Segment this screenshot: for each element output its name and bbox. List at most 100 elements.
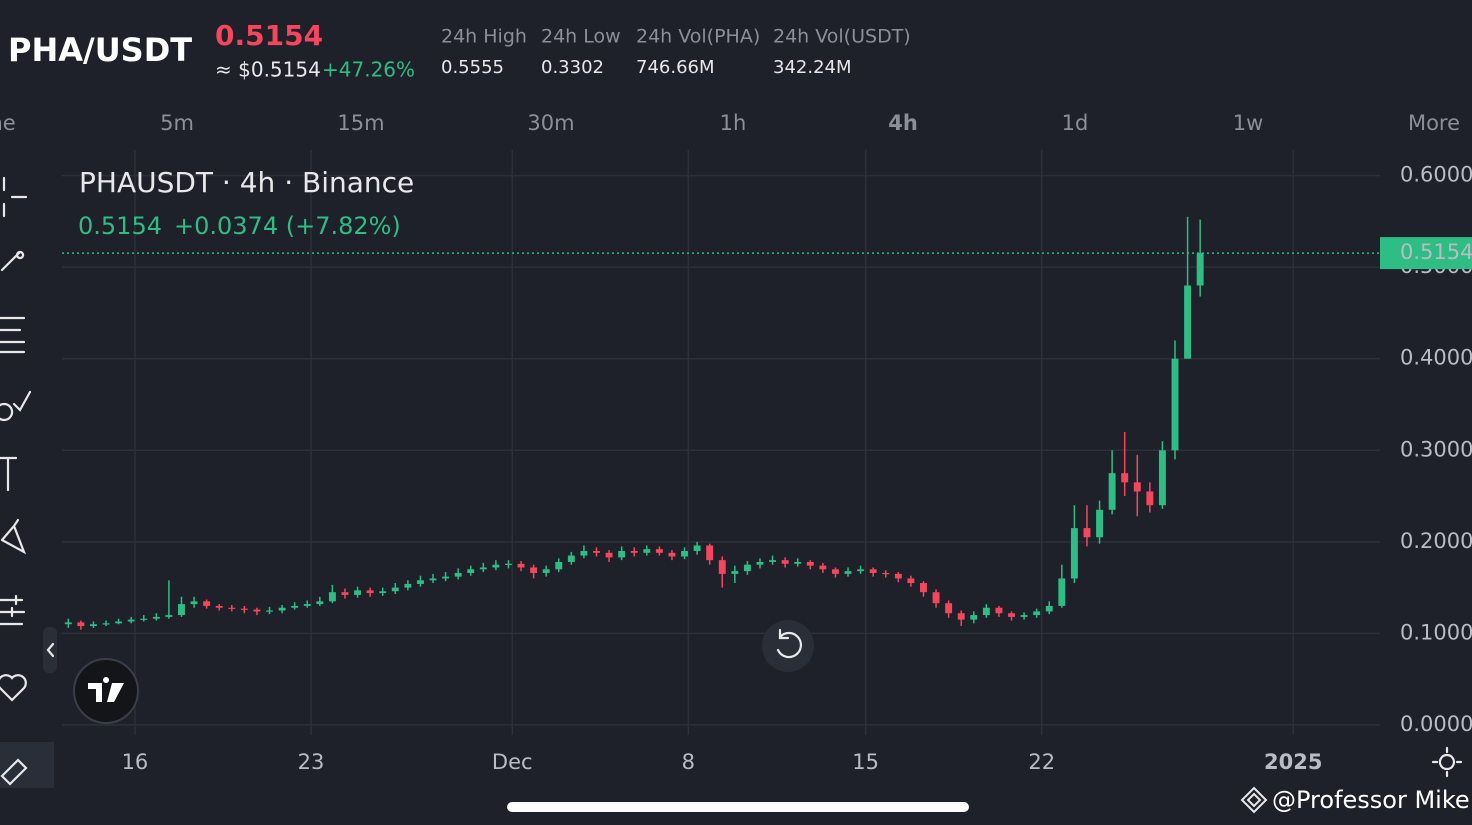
- candle-body: [442, 576, 450, 579]
- candle-body: [819, 565, 827, 570]
- stat-label: 24h Vol(PHA): [636, 26, 760, 48]
- brush-icon[interactable]: [0, 390, 32, 422]
- y-tick-label: 0.0000: [1400, 712, 1472, 736]
- candle-body: [303, 604, 311, 606]
- candle-body: [152, 616, 160, 619]
- candle-body: [1058, 578, 1066, 606]
- tv-logo[interactable]: [73, 658, 139, 724]
- toolbar: [0, 176, 57, 788]
- candle-body: [266, 610, 273, 612]
- candle-body: [869, 569, 877, 573]
- candle-body: [467, 569, 475, 573]
- candle-body: [1108, 473, 1116, 510]
- candle-body: [492, 564, 500, 568]
- candle-body: [643, 549, 651, 553]
- candle-body: [429, 578, 437, 581]
- candle-body: [1196, 253, 1204, 286]
- candle-body: [1070, 528, 1078, 579]
- candle-body: [517, 563, 525, 568]
- candle-body: [127, 619, 135, 622]
- stat-label: 24h High: [441, 26, 527, 48]
- candle-body: [1146, 491, 1154, 506]
- home-indicator: [507, 802, 969, 812]
- collapse-arrow: [46, 642, 55, 658]
- change: +47.26%: [322, 58, 415, 82]
- candle-body: [530, 567, 538, 573]
- candle-body: [228, 607, 236, 609]
- candle-body: [366, 590, 374, 594]
- measure-icon[interactable]: [0, 594, 26, 626]
- x-tick-label: Dec: [492, 750, 533, 774]
- interval-tab[interactable]: 5m: [160, 111, 194, 135]
- watermark-logo: [1240, 786, 1268, 814]
- candle-body: [555, 561, 563, 570]
- candle-body: [1083, 528, 1091, 538]
- reset-button[interactable]: [762, 620, 814, 672]
- collapse-handle[interactable]: [43, 627, 57, 673]
- candle-body: [806, 561, 814, 566]
- stat-value: 0.5555: [441, 57, 504, 78]
- candle-body: [479, 567, 487, 570]
- interval-tab[interactable]: 15m: [337, 111, 384, 135]
- candle-body: [178, 604, 185, 616]
- settings-icon[interactable]: [1431, 746, 1463, 778]
- interval-tab[interactable]: 1w: [1233, 111, 1264, 135]
- candle-body: [115, 621, 123, 624]
- candle-body: [618, 550, 626, 558]
- text-icon[interactable]: [0, 456, 18, 492]
- candle-body: [278, 607, 286, 611]
- x-tick-label: 22: [1028, 750, 1055, 774]
- candle-body: [240, 608, 248, 610]
- stat-label: 24h Vol(USDT): [773, 26, 911, 48]
- y-tick-label: 0.2000: [1400, 529, 1472, 553]
- chart-title: PHAUSDT · 4h · Binance: [79, 166, 414, 199]
- candle-body: [718, 560, 726, 574]
- candle-body: [379, 591, 387, 594]
- stat-value: 342.24M: [773, 57, 852, 78]
- interval-tab[interactable]: 30m: [527, 111, 574, 135]
- trendline-icon[interactable]: [0, 250, 25, 272]
- interval-tab[interactable]: Time: [0, 111, 16, 135]
- candle-body: [253, 609, 261, 612]
- candle-body: [77, 622, 85, 627]
- pair[interactable]: PHA/USDT: [8, 31, 192, 69]
- candle-body: [203, 601, 211, 606]
- pattern-icon[interactable]: [0, 518, 27, 555]
- candle-body: [794, 561, 802, 564]
- candle-body: [731, 571, 739, 574]
- toolbar-footer: [0, 742, 54, 788]
- candle-body: [769, 560, 777, 562]
- ruler-icon[interactable]: [0, 758, 28, 786]
- candle-body: [605, 552, 613, 558]
- watermark: @Professor Mike: [1272, 786, 1470, 814]
- candle-body: [706, 545, 714, 561]
- stat-value: 0.3302: [541, 57, 604, 78]
- interval-tab[interactable]: More: [1408, 111, 1460, 135]
- fib-icon[interactable]: [0, 316, 26, 354]
- reset-icon: [776, 628, 802, 659]
- crosshair-icon[interactable]: [2, 176, 28, 218]
- interval-tab[interactable]: 1h: [720, 111, 747, 135]
- x-tick-label: 16: [122, 750, 149, 774]
- candle-body: [165, 615, 173, 617]
- candle-body: [1158, 450, 1166, 506]
- interval-tab[interactable]: 1d: [1062, 111, 1089, 135]
- candle-body: [291, 605, 299, 608]
- candle-body: [1133, 482, 1141, 492]
- legend-price: 0.5154: [78, 212, 162, 240]
- y-tick-label: 0.6000: [1400, 163, 1472, 187]
- favorite-icon[interactable]: [0, 674, 27, 702]
- candle-body: [1033, 611, 1041, 616]
- candle-body: [1121, 473, 1129, 483]
- candle-body: [932, 592, 940, 604]
- candle-body: [957, 613, 965, 620]
- interval-tab[interactable]: 4h: [888, 111, 918, 135]
- y-tick-label: 0.1000: [1400, 620, 1472, 644]
- candle-body: [391, 587, 399, 592]
- stats: 24h High 0.5555 24h Low 0.3302 24h Vol(PHA) 7…: [441, 26, 911, 79]
- x-tick-label: 15: [852, 750, 879, 774]
- x-tick-label: 23: [298, 750, 325, 774]
- last-price-tag-text: 0.5154: [1400, 240, 1472, 264]
